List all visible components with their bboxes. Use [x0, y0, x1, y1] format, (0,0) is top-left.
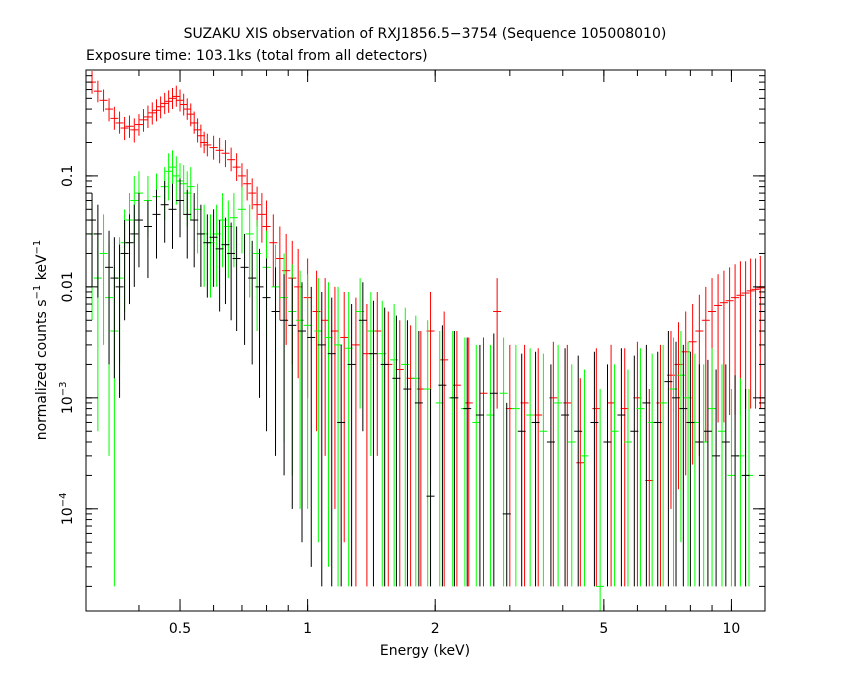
x-tick-label: 2 [431, 621, 440, 637]
y-tick-label-base: 10 [60, 396, 76, 414]
x-tick-label: 5 [599, 621, 608, 637]
x-tick-label: 1 [303, 621, 312, 637]
y-tick-label-exp: −4 [58, 493, 69, 508]
y-axis-label-exp2: −1 [32, 240, 43, 255]
y-tick-label: 10−4 [58, 493, 76, 526]
chart-subtitle: Exposure time: 103.1ks (total from all d… [86, 48, 428, 64]
y-tick-label-base: 0.1 [60, 165, 76, 187]
series-layer [88, 71, 765, 611]
x-tick-label: 0.5 [169, 621, 191, 637]
y-tick-label-base: 0.01 [60, 271, 76, 302]
y-tick-label: 0.1 [60, 165, 76, 187]
y-tick-label-base: 10 [60, 507, 76, 525]
y-tick-label: 0.01 [60, 271, 76, 302]
x-tick-label: 10 [723, 621, 741, 637]
x-axis-label: Energy (keV) [380, 643, 470, 659]
series-3 [88, 178, 750, 587]
y-axis-label-mid: keV [34, 254, 50, 285]
y-axis-label-exp1: −1 [32, 285, 43, 300]
y-tick-label-exp: −3 [58, 382, 69, 397]
y-axis-label: normalized counts s−1 keV−1 [32, 240, 50, 441]
series-1 [88, 71, 765, 587]
y-tick-label: 10−3 [58, 382, 76, 415]
plot-frame [85, 69, 766, 612]
chart-title: SUZAKU XIS observation of RXJ1856.5−3754… [184, 26, 667, 42]
y-axis-label-base: normalized counts s [34, 299, 50, 440]
